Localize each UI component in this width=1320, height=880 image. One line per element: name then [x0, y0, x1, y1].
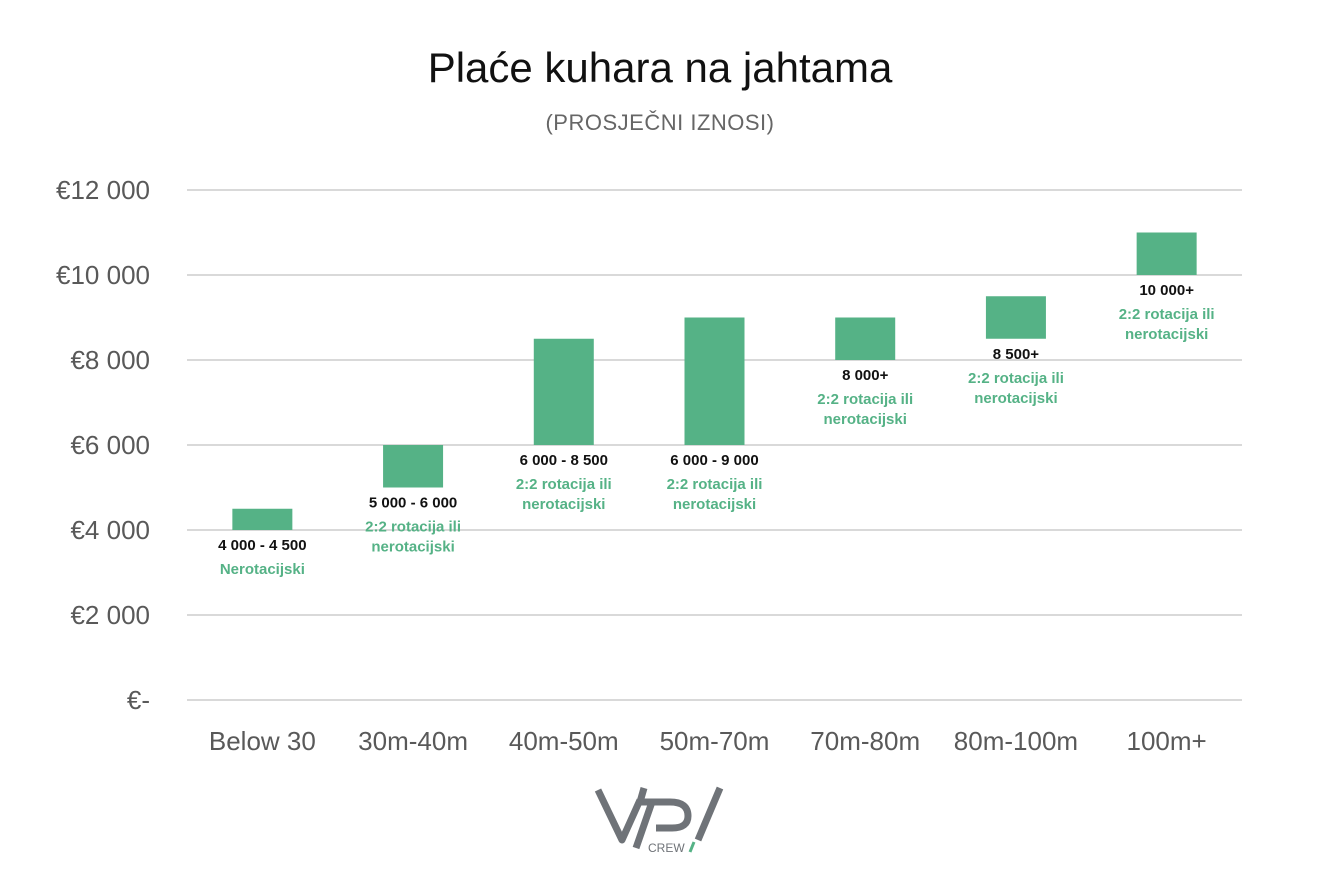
x-axis-ticks: Below 30 30m-40m 40m-50m 50m-70m 70m-80m 80m-…: [209, 726, 1207, 756]
bar: [985, 296, 1046, 339]
x-tick-label: 70m-80m: [810, 726, 920, 756]
bar-note-label: nerotacijski: [1125, 326, 1208, 343]
bar-note-label: nerotacijski: [974, 390, 1057, 407]
bar-note-label: nerotacijski: [522, 496, 605, 513]
y-tick-label: €12 000: [56, 175, 150, 205]
bar: [383, 445, 444, 488]
bar-range-label: 8 500+: [993, 346, 1040, 363]
x-tick-label: 50m-70m: [660, 726, 770, 756]
x-tick-label: Below 30: [209, 726, 316, 756]
y-tick-label: €2 000: [70, 600, 150, 630]
bar-note-label: 2:2 rotacija ili: [667, 476, 763, 493]
bar: [1136, 232, 1197, 275]
x-tick-label: 30m-40m: [358, 726, 468, 756]
y-axis-ticks: €- €2 000 €4 000 €6 000 €8 000 €10 000 €12 000: [56, 175, 150, 715]
bar-range-label: 6 000 - 8 500: [520, 452, 608, 469]
bar-note-label: nerotacijski: [824, 411, 907, 428]
bar-range-label: 5 000 - 6 000: [369, 495, 457, 512]
y-tick-label: €10 000: [56, 260, 150, 290]
bar-note-label: 2:2 rotacija ili: [365, 519, 461, 536]
bar-range-label: 8 000+: [842, 367, 889, 384]
x-tick-label: 80m-100m: [954, 726, 1078, 756]
bar: [232, 508, 293, 530]
y-tick-label: €4 000: [70, 515, 150, 545]
y-tick-label: €8 000: [70, 345, 150, 375]
bar: [533, 338, 594, 445]
bar-range-label: 4 000 - 4 500: [218, 537, 306, 554]
bar-note-label: 2:2 rotacija ili: [516, 476, 612, 493]
chart-title: Plaće kuhara na jahtama: [427, 44, 893, 91]
bar-note-label: 2:2 rotacija ili: [1119, 306, 1215, 323]
bars: [232, 232, 1197, 530]
vpi-crew-logo: CREW: [594, 786, 724, 855]
bar-range-label: 6 000 - 9 000: [670, 452, 758, 469]
y-tick-label: €-: [127, 685, 150, 715]
bar-note-label: nerotacijski: [673, 496, 756, 513]
y-tick-label: €6 000: [70, 430, 150, 460]
bar-range-label: 10 000+: [1139, 282, 1194, 299]
gridlines: [187, 189, 1242, 701]
bar: [835, 317, 896, 360]
bar-note-label: 2:2 rotacija ili: [817, 391, 913, 408]
bar-note-label: 2:2 rotacija ili: [968, 370, 1064, 387]
bar-note-label: nerotacijski: [371, 539, 454, 556]
x-tick-label: 40m-50m: [509, 726, 619, 756]
logo-text: CREW: [648, 841, 685, 855]
chart-subtitle: (PROSJEČNI IZNOSI): [545, 110, 775, 135]
bar: [684, 317, 745, 445]
bar-labels: 4 000 - 4 500 Nerotacijski 5 000 - 6 000 2:…: [218, 282, 1214, 578]
bar-note-label: Nerotacijski: [220, 561, 305, 578]
x-tick-label: 100m+: [1127, 726, 1207, 756]
